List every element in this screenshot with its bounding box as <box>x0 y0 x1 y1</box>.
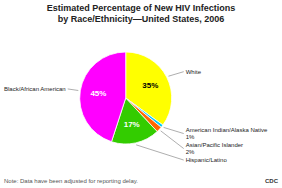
leader-line <box>164 127 184 133</box>
slice-label: American Indian/Alaska Native <box>186 127 268 133</box>
data-label: 17% <box>124 120 140 129</box>
title: Estimated Percentage of New HIV Infectio… <box>47 3 236 13</box>
leader-line <box>68 89 79 91</box>
chart: Estimated Percentage of New HIV Infectio… <box>0 0 282 188</box>
slice-label: White <box>186 69 202 75</box>
subtitle: by Race/Ethnicity—United States, 2006 <box>58 14 225 24</box>
annotation: Note: Data have been adjusted for report… <box>4 178 138 184</box>
data-label: 1% <box>186 134 195 140</box>
leader-line <box>136 145 184 160</box>
slice-label: Hispanic/Latino <box>186 157 228 163</box>
pie <box>80 52 172 144</box>
annotation: CDC <box>265 178 279 184</box>
data-label: 35% <box>142 81 158 90</box>
data-label: 45% <box>90 89 106 98</box>
leader-line <box>161 131 184 149</box>
slice-label: Asian/Pacific Islander <box>186 142 243 148</box>
slice <box>80 52 126 142</box>
leader-line <box>168 72 183 77</box>
slice-label: Black/African American <box>4 86 66 92</box>
data-label: 2% <box>186 149 195 155</box>
